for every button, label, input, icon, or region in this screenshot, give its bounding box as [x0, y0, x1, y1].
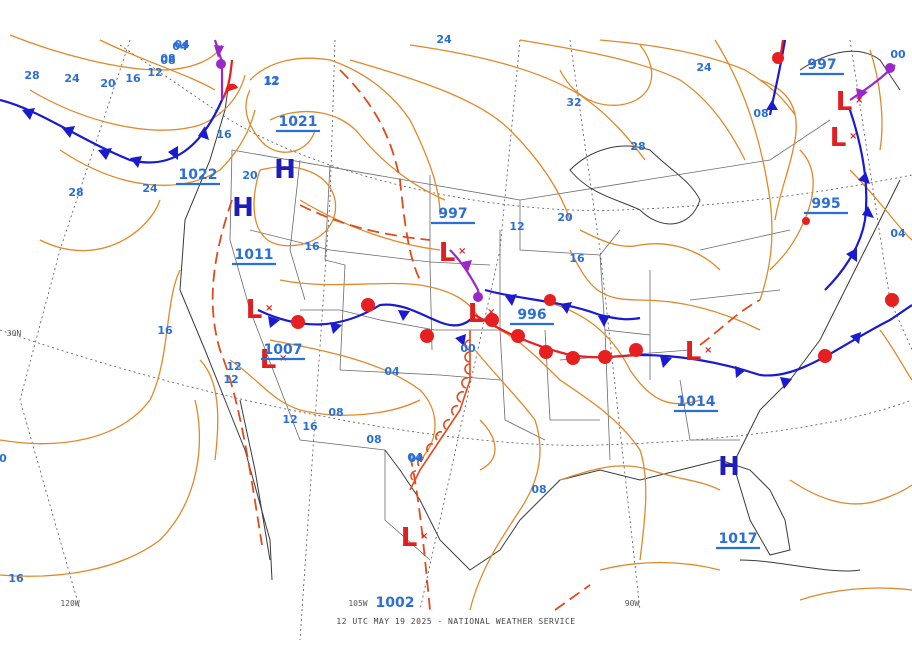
high-pressure-center: H: [232, 193, 254, 223]
contour-value: 24: [64, 72, 80, 85]
coordinate-label: 105W: [348, 599, 367, 608]
low-pressure-center: L: [246, 295, 263, 325]
contour-value: 12: [264, 74, 279, 87]
low-pressure-center: L: [685, 337, 702, 367]
pressure-value: 995: [811, 196, 840, 212]
contour-value: 0: [0, 452, 7, 465]
pressure-value: 1014: [677, 394, 716, 410]
pressure-value: 997: [807, 57, 836, 73]
pressure-value: 1022: [179, 167, 218, 183]
contour-value: 08: [753, 107, 768, 120]
contour-value: 12: [509, 220, 524, 233]
contour-value: 00: [890, 48, 906, 61]
contour-value: 16: [157, 324, 173, 337]
contour-value: 04: [384, 365, 400, 378]
graticule: [0, 39, 912, 641]
contour-value: 20: [242, 169, 258, 182]
contour-value: 12: [147, 66, 162, 79]
contour-value: 24: [696, 61, 712, 74]
contour-value: 32: [566, 96, 581, 109]
pressure-value: 996: [517, 307, 546, 323]
low-pressure-center: L: [830, 123, 847, 153]
high-pressure-center: H: [718, 452, 740, 482]
contour-value: 16: [304, 240, 320, 253]
coordinate-labels: 30N 120W 105W 90W: [7, 329, 640, 608]
contour-value: 08: [160, 52, 175, 65]
contour-value: 08: [160, 54, 175, 67]
low-center-mark: ×: [487, 307, 495, 318]
contour-value: 28: [24, 69, 39, 82]
contour-value: 28: [630, 140, 645, 153]
pressure-labels: 1021 1022 1011 1007 997 996 1014 1017 997 995 1002: [176, 57, 848, 611]
coordinate-label: 120W: [60, 599, 79, 608]
political-borders: [229, 119, 831, 561]
low-pressure-center: L: [401, 523, 418, 553]
pressure-value: 1011: [235, 247, 274, 263]
contour-value: 20: [100, 77, 116, 90]
contour-value: 04: [172, 40, 188, 53]
coordinate-label: 30N: [7, 329, 22, 338]
contour-value: 16: [302, 420, 318, 433]
low-center-mark: ×: [458, 246, 466, 257]
low-pressure-center: L: [439, 238, 456, 268]
occluded-fronts: [213, 39, 896, 302]
pressure-value: 1007: [264, 342, 303, 358]
pressure-value: 997: [438, 206, 467, 222]
low-pressure-center: L: [836, 87, 853, 117]
contour-value: 16: [8, 572, 24, 585]
contour-value: 08: [328, 406, 343, 419]
contour-value: 08: [531, 483, 546, 496]
contour-value: 16: [125, 72, 141, 85]
coastlines: [179, 50, 901, 581]
contour-value: 08: [366, 433, 381, 446]
contour-value: 16: [569, 252, 585, 265]
low-center-mark: ×: [855, 95, 863, 106]
low-center-mark: ×: [849, 131, 857, 142]
contour-value: 04: [407, 451, 423, 464]
high-pressure-center: H: [274, 155, 296, 185]
low-center-mark: ×: [265, 303, 273, 314]
contour-value: 16: [216, 128, 232, 141]
contour-value: 12: [282, 413, 297, 426]
pressure-value: 1017: [719, 531, 758, 547]
contour-value: 04: [174, 38, 190, 51]
dryline: [409, 330, 471, 491]
contour-value: 24: [436, 33, 452, 46]
contour-value: 12: [226, 360, 241, 373]
warm-fronts: [221, 39, 899, 365]
troughs: [211, 69, 761, 611]
coordinate-label: 90W: [625, 599, 640, 608]
footer-credit: 12 UTC MAY 19 2025 - NATIONAL WEATHER SE…: [336, 617, 575, 626]
contour-value: 00: [460, 342, 476, 355]
pressure-value: 1021: [279, 114, 318, 130]
low-center-mark: ×: [704, 345, 712, 356]
contour-value: 04: [408, 452, 424, 465]
contour-value: 28: [68, 186, 83, 199]
pressure-value: 1002: [376, 595, 415, 611]
contour-value: 04: [890, 227, 906, 240]
contour-value: 12: [263, 75, 278, 88]
low-center-mark: ×: [420, 531, 428, 542]
low-pressure-center: L: [468, 299, 485, 329]
contour-value: 24: [142, 182, 158, 195]
isobars: [0, 34, 912, 611]
contour-value: 20: [557, 211, 573, 224]
contour-value: 12: [223, 373, 238, 386]
